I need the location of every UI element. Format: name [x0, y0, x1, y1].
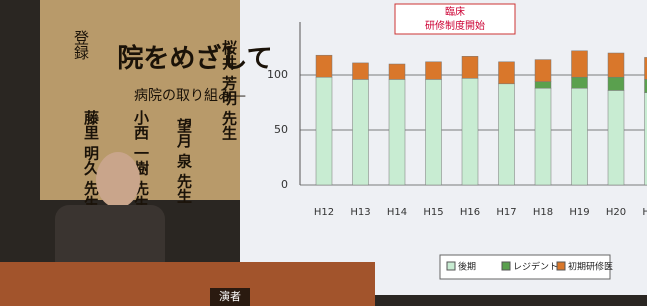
bar-segment [316, 77, 332, 185]
bar-segment [462, 78, 478, 185]
podium-label: 演者 [219, 289, 241, 303]
legend-swatch [502, 262, 510, 270]
speaker-person [96, 152, 140, 208]
x-tick-label: H13 [350, 207, 370, 218]
x-tick-label: H19 [569, 207, 589, 218]
speaker: 桜井 芳明 先生 [220, 39, 238, 140]
bar-segment [389, 64, 405, 79]
bar-segment [535, 88, 551, 185]
y-tick-label: 100 [267, 68, 288, 81]
legend-label: 初期研修医 [568, 261, 613, 273]
photo: 登録 院をめざして 病院の取り組み— 桜井 芳明 先生 望月 泉 先生 小西 一… [0, 0, 647, 306]
x-tick-label: H12 [314, 207, 334, 218]
speaker: 藤里 明久 先生 [82, 109, 100, 210]
bar-segment [608, 77, 624, 90]
bar-segment [353, 79, 369, 185]
banner-title: 院をめざして [117, 43, 272, 74]
bar-segment [499, 84, 515, 185]
bar-segment [389, 79, 405, 185]
bar-segment [572, 51, 588, 77]
bar-segment [462, 56, 478, 78]
bar-segment [572, 77, 588, 88]
bar-segment [426, 79, 442, 185]
bar-segment [353, 63, 369, 80]
bar-segment [535, 60, 551, 82]
x-tick-label: H21 [642, 207, 647, 218]
banner-side: 登録 [72, 30, 90, 60]
annotation: 研修制度開始 [425, 19, 485, 32]
x-tick-label: H17 [496, 207, 516, 218]
legend-swatch [557, 262, 565, 270]
x-tick-label: H16 [460, 207, 480, 218]
podium [0, 262, 375, 306]
speaker: 望月 泉 先生 [175, 117, 193, 203]
x-tick-label: H18 [533, 207, 553, 218]
annotation: 臨床 [445, 5, 465, 18]
bar-segment [572, 88, 588, 185]
legend-label: 後期 [458, 261, 476, 273]
y-tick-label: 0 [281, 178, 288, 191]
bar-segment [608, 53, 624, 77]
y-tick-label: 50 [274, 123, 288, 136]
page: {"banner":{"title":"院をめざして","subtitle":"… [0, 0, 647, 306]
bar-segment [426, 62, 442, 80]
bar-segment [316, 55, 332, 77]
x-tick-label: H15 [423, 207, 443, 218]
legend-swatch [447, 262, 455, 270]
bar-segment [499, 62, 515, 84]
x-tick-label: H14 [387, 207, 407, 218]
bar-segment [535, 82, 551, 89]
x-tick-label: H20 [606, 207, 626, 218]
bar-segment [608, 90, 624, 185]
legend-label: レジデント [513, 261, 558, 273]
